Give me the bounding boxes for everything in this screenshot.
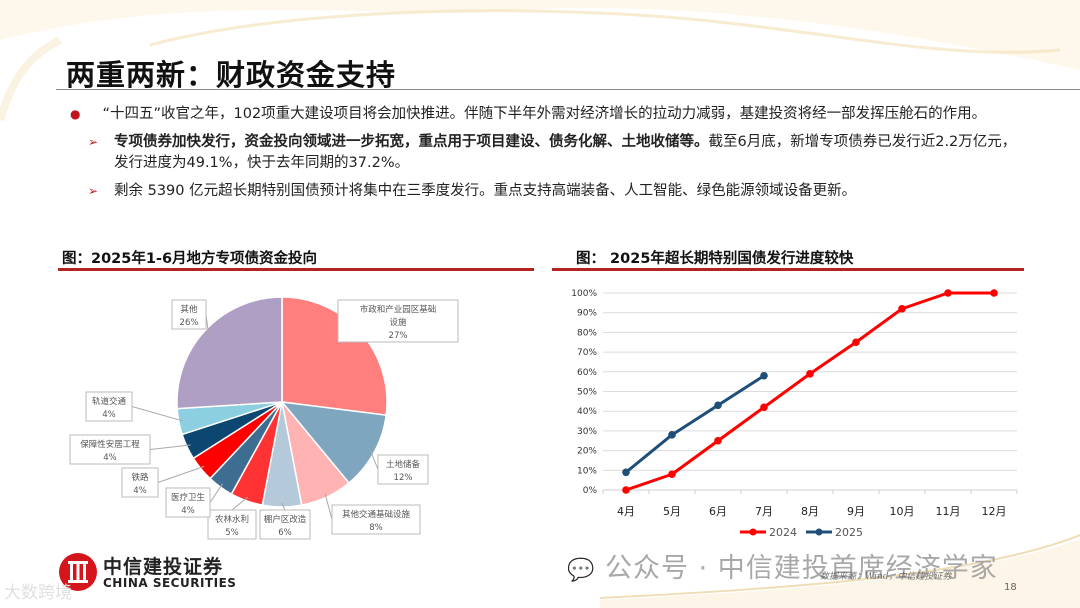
data-point	[760, 371, 768, 380]
pie-callout-label: 保障性安居工程	[80, 439, 140, 450]
y-tick-label: 40%	[577, 407, 597, 417]
x-tick-label: 5月	[663, 505, 681, 518]
pie-callout-label: 设施	[389, 317, 407, 328]
x-tick-label: 7月	[755, 505, 773, 518]
pie-callout-value: 6%	[278, 528, 292, 538]
pie-callout-box	[171, 299, 207, 330]
pie-callout-box	[259, 509, 311, 540]
right-figure-title: 图： 2025年超长期特别国债发行进度较快	[576, 251, 854, 267]
citic-logo-icon	[59, 553, 97, 591]
pie-callout-box	[337, 299, 459, 343]
x-tick-label: 9月	[847, 505, 865, 518]
pie-callout-box	[121, 467, 159, 498]
title-divider	[56, 89, 1080, 90]
pie-callout-label: 土地储备	[386, 459, 421, 470]
series-line-2025	[625, 374, 765, 474]
data-point	[668, 470, 676, 479]
watermark-text: 公众号 · 中信建投首席经济学家	[605, 553, 998, 584]
y-tick-label: 100%	[571, 289, 597, 299]
x-tick-label: 11月	[936, 505, 961, 518]
pie-callout-label: 其他	[180, 304, 198, 315]
pie-callout-box	[165, 487, 211, 518]
y-tick-label: 10%	[577, 466, 597, 476]
bullet-main-text: “十四五”收官之年，102项重大建设项目将会加快推进。伴随下半年外需对经济增长的…	[102, 106, 987, 122]
pie-callout-box	[377, 454, 429, 485]
data-point	[760, 403, 768, 412]
data-source-note: 数据来源：Wind，中信建投证券	[820, 572, 952, 582]
data-point	[898, 304, 906, 313]
x-tick-label: 12月	[982, 505, 1007, 518]
data-point	[990, 289, 998, 297]
y-tick-label: 60%	[577, 368, 597, 378]
y-tick-label: 30%	[577, 427, 597, 437]
line-chart: 0% 10% 20% 30% 40% 50% 60% 70% 80% 90% 100% 4月 5月 6月 7…	[555, 280, 1035, 545]
legend-label: 2024	[769, 526, 797, 539]
pie-callout-value: 12%	[394, 473, 413, 483]
data-point	[622, 486, 630, 494]
corner-watermark: 大数跨境	[4, 583, 72, 603]
x-tick-label: 6月	[709, 505, 727, 518]
pie-callout-label: 其他交通基础设施	[342, 509, 411, 520]
data-point	[622, 468, 630, 477]
pie-callout-box	[331, 504, 421, 535]
pie-chart: 市政和产业园区基础 设施 27% 土地储备 12% 其他交通基础设施 8% 棚户区改造 6% 农林…	[60, 280, 530, 545]
bullet-sub-2-text: 剩余 5390 亿元超长期特别国债预计将集中在三季度发行。重点支持高端装备、人工…	[114, 183, 857, 199]
y-tick-label: 80%	[577, 328, 597, 338]
page-number: 18	[1004, 582, 1017, 593]
arrow-bullet-icon: ➢	[88, 184, 99, 198]
x-tick-label: 10月	[890, 505, 915, 518]
pie-callout-value: 4%	[103, 453, 117, 463]
wechat-icon: 💬	[567, 558, 596, 583]
left-figure-rule	[58, 268, 534, 271]
left-figure-title: 图：2025年1-6月地方专项债资金投向	[62, 251, 318, 267]
pie-callout-label: 轨道交通	[92, 396, 127, 407]
x-tick-label: 8月	[801, 505, 819, 518]
data-point	[714, 401, 722, 410]
pie-callout-label: 市政和产业园区基础	[360, 304, 437, 315]
company-logo: 中信建投证券 CHINA SECURITIES	[58, 552, 238, 592]
pie-slice	[280, 401, 388, 484]
data-point	[852, 338, 860, 347]
legend-label: 2025	[835, 526, 863, 539]
x-tick-label: 4月	[617, 505, 635, 518]
data-point	[944, 289, 952, 297]
bullet-sub-1: ➢ 专项债券加快发行，资金投向领域进一步拓宽，重点用于项目建设、债务化解、土地收…	[70, 132, 1020, 174]
pie-callout-value: 27%	[389, 331, 408, 341]
pie-callout-box	[207, 509, 257, 540]
pie-callout-box	[69, 434, 151, 465]
pie-callout-label: 棚户区改造	[264, 514, 307, 525]
y-tick-label: 20%	[577, 447, 597, 457]
pie-callout-box	[85, 391, 133, 422]
wechat-watermark: 💬 公众号 · 中信建投首席经济学家	[567, 546, 998, 585]
pie-callout-value: 4%	[133, 486, 147, 496]
pie-callout-label: 医疗卫生	[171, 492, 206, 503]
bullet-list: ● “十四五”收官之年，102项重大建设项目将会加快推进。伴随下半年外需对经济增长…	[70, 104, 1020, 202]
y-tick-label: 90%	[577, 309, 597, 319]
arrow-bullet-icon: ➢	[88, 135, 99, 149]
pie-callout-label: 农林水利	[215, 514, 249, 525]
y-tick-label: 70%	[577, 348, 597, 358]
pie-slice	[176, 296, 283, 410]
pie-callout-value: 5%	[225, 528, 239, 538]
data-point	[668, 431, 676, 439]
bullet-main: ● “十四五”收官之年，102项重大建设项目将会加快推进。伴随下半年外需对经济增长…	[70, 104, 1020, 125]
data-point	[714, 436, 722, 445]
pie-callout-value: 4%	[102, 410, 116, 420]
logo-english-name: CHINA SECURITIES	[103, 576, 237, 590]
pie-callout-value: 8%	[369, 523, 383, 533]
bullet-sub-2: ➢ 剩余 5390 亿元超长期特别国债预计将集中在三季度发行。重点支持高端装备、…	[70, 181, 1020, 202]
logo-chinese-name: 中信建投证券	[103, 556, 224, 578]
right-figure-rule	[552, 268, 1024, 271]
slide-title: 两重两新：财政资金支持	[66, 58, 397, 92]
y-tick-label: 50%	[577, 388, 597, 398]
pie-callout-label: 铁路	[131, 472, 149, 483]
bullet-sub-1-bold: 专项债券加快发行，资金投向领域进一步拓宽，重点用于项目建设、债务化解、土地收储等…	[114, 134, 709, 150]
bullet-dot-icon: ●	[70, 107, 81, 121]
data-point	[806, 369, 814, 378]
bullet-sub-1-text: 截至6月底，新增专项债券已发行近2.2万亿元，发行进度为49.1%，快于去年同期…	[114, 134, 1017, 171]
pie-callout-value: 26%	[180, 318, 199, 328]
pie-callout-value: 4%	[181, 506, 195, 516]
y-tick-label: 0%	[583, 486, 598, 496]
